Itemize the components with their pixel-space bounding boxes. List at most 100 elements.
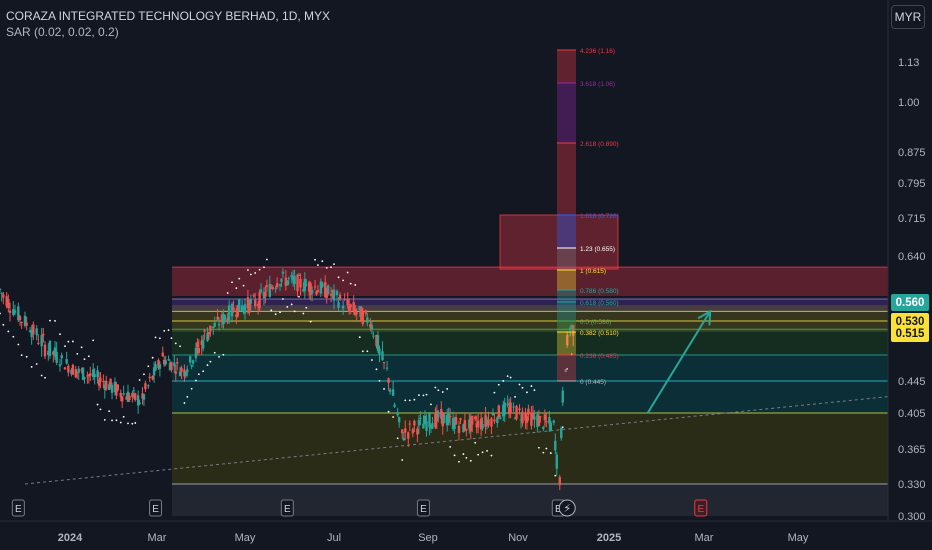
candle-body[interactable]	[222, 314, 225, 325]
candle-body[interactable]	[313, 286, 317, 288]
candle-body[interactable]	[121, 396, 124, 402]
candle-body[interactable]	[173, 362, 176, 367]
candle-body[interactable]	[355, 312, 358, 314]
symbol-title[interactable]: CORAZA INTEGRATED TECHNOLOGY BERHAD, 1D,…	[6, 9, 331, 23]
candle-body[interactable]	[76, 371, 79, 373]
candle-body[interactable]	[382, 362, 386, 364]
candle-body[interactable]	[141, 393, 144, 399]
candle-body[interactable]	[297, 275, 301, 277]
candle-body[interactable]	[53, 347, 57, 357]
candle-body[interactable]	[30, 329, 33, 338]
candle-body[interactable]	[207, 331, 211, 335]
candle-body[interactable]	[147, 385, 150, 387]
candle-body[interactable]	[349, 304, 352, 308]
candle-body[interactable]	[226, 317, 229, 323]
candle-body[interactable]	[548, 417, 551, 424]
candle-body[interactable]	[32, 324, 35, 335]
candle-body[interactable]	[555, 454, 558, 469]
candle-body[interactable]	[552, 420, 556, 423]
candle-body[interactable]	[566, 334, 569, 346]
candle-body[interactable]	[243, 304, 247, 314]
news-marker[interactable]: ⚡	[558, 499, 576, 517]
candle-body[interactable]	[43, 344, 47, 357]
candle-body[interactable]	[77, 368, 80, 373]
candle-body[interactable]	[401, 429, 404, 434]
candle-body[interactable]	[230, 304, 234, 317]
earnings-marker[interactable]: E	[149, 499, 163, 517]
candle-body[interactable]	[256, 303, 260, 307]
candle-body[interactable]	[485, 419, 489, 423]
earnings-marker[interactable]: E	[694, 499, 708, 517]
candle-body[interactable]	[200, 340, 203, 345]
candle-body[interactable]	[35, 328, 38, 336]
candle-body[interactable]	[445, 415, 449, 426]
candle-body[interactable]	[502, 405, 505, 417]
candle-body[interactable]	[337, 302, 340, 308]
candle-body[interactable]	[560, 427, 563, 439]
candle-body[interactable]	[278, 284, 282, 286]
candle-body[interactable]	[7, 299, 10, 308]
candle-body[interactable]	[40, 335, 43, 347]
candle-body[interactable]	[352, 302, 355, 312]
candle-body[interactable]	[369, 324, 372, 328]
candle-body[interactable]	[142, 394, 146, 400]
candle-body[interactable]	[197, 348, 201, 353]
candle-body[interactable]	[92, 369, 95, 378]
candle-body[interactable]	[152, 367, 156, 376]
candle-body[interactable]	[246, 297, 250, 309]
candle-body[interactable]	[134, 393, 137, 400]
candle-body[interactable]	[469, 416, 472, 432]
candle-body[interactable]	[217, 324, 221, 326]
candle-body[interactable]	[319, 281, 323, 294]
candle-body[interactable]	[475, 423, 478, 428]
candle-body[interactable]	[419, 417, 422, 419]
candle-body[interactable]	[110, 384, 114, 393]
candle-body[interactable]	[324, 282, 327, 298]
candle-body[interactable]	[515, 405, 518, 419]
candle-body[interactable]	[519, 419, 523, 421]
candle-body[interactable]	[376, 335, 380, 351]
candle-body[interactable]	[86, 375, 89, 377]
candle-body[interactable]	[507, 406, 511, 415]
candle-body[interactable]	[71, 364, 75, 375]
candle-body[interactable]	[17, 306, 20, 321]
candle-body[interactable]	[531, 412, 535, 418]
candle-body[interactable]	[537, 416, 541, 427]
candle-body[interactable]	[136, 395, 140, 406]
currency-button[interactable]: MYR	[891, 5, 925, 29]
candle-body[interactable]	[102, 380, 105, 382]
candle-body[interactable]	[533, 416, 536, 420]
candle-body[interactable]	[462, 424, 465, 433]
candle-body[interactable]	[144, 383, 147, 390]
candle-body[interactable]	[109, 378, 112, 386]
candle-body[interactable]	[55, 351, 58, 364]
earnings-marker[interactable]: E	[280, 499, 294, 517]
candle-body[interactable]	[131, 393, 134, 398]
candle-body[interactable]	[227, 305, 231, 323]
candle-body[interactable]	[437, 412, 440, 418]
candle-body[interactable]	[447, 413, 450, 424]
candle-body[interactable]	[474, 416, 477, 420]
candle-body[interactable]	[42, 333, 45, 336]
candle-body[interactable]	[490, 418, 493, 427]
candle-body[interactable]	[463, 420, 467, 431]
trendline-line[interactable]	[24, 396, 889, 485]
candle-body[interactable]	[402, 437, 405, 441]
candle-body[interactable]	[240, 305, 244, 312]
candle-body[interactable]	[404, 428, 407, 433]
candle-body[interactable]	[329, 293, 333, 296]
candle-body[interactable]	[542, 426, 545, 429]
candle-body[interactable]	[435, 410, 439, 422]
candle-body[interactable]	[232, 307, 235, 312]
candle-body[interactable]	[170, 362, 173, 371]
candle-body[interactable]	[524, 413, 527, 421]
candle-body[interactable]	[343, 299, 346, 301]
candle-body[interactable]	[157, 359, 160, 369]
candle-body[interactable]	[191, 360, 195, 364]
indicator-label[interactable]: SAR (0.02, 0.02, 0.2)	[6, 25, 119, 39]
candle-body[interactable]	[201, 339, 205, 349]
candle-body[interactable]	[287, 278, 290, 280]
candle-body[interactable]	[408, 423, 412, 425]
candle-body[interactable]	[332, 289, 336, 301]
earnings-marker[interactable]: E	[11, 499, 25, 517]
